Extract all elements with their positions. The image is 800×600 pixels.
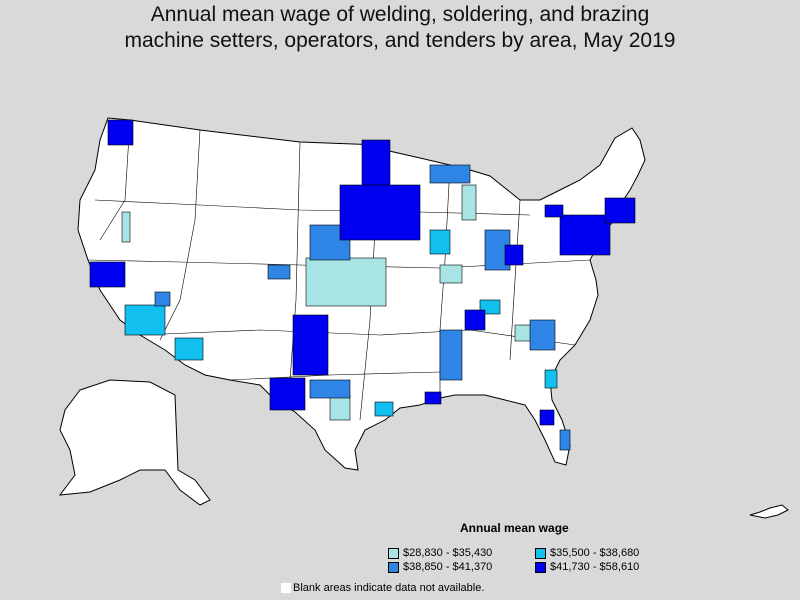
area-dark [339, 184, 421, 241]
legend-title: Annual mean wage [460, 521, 569, 535]
area-light [329, 394, 351, 421]
hawaii-shape [749, 504, 789, 519]
area-dark [504, 244, 524, 266]
legend-label: $38,850 - $41,370 [403, 561, 493, 573]
legend-label: $41,730 - $58,610 [550, 561, 640, 573]
legend-label: $28,830 - $35,430 [403, 547, 493, 559]
area-dark [107, 119, 134, 146]
legend-swatch [535, 561, 546, 573]
legend-swatch [388, 561, 399, 573]
legend-swatch [535, 547, 546, 559]
area-medium [429, 164, 471, 184]
legend-item-3: $38,850 - $41,370 [388, 561, 492, 573]
area-medium-light [429, 229, 451, 255]
area-light [439, 264, 463, 284]
area-medium-light [124, 304, 166, 336]
map-title: Annual mean wage of welding, soldering, … [0, 2, 800, 54]
area-dark [559, 214, 611, 256]
footnote-text: Blank areas indicate data not available. [293, 582, 485, 594]
area-dark [539, 409, 555, 426]
area-medium [529, 319, 556, 351]
blank-swatch [281, 583, 291, 593]
legend-item-1: $28,830 - $35,430 [388, 547, 492, 559]
area-medium-light [544, 369, 558, 389]
area-dark [464, 309, 486, 331]
area-light [121, 211, 131, 243]
area-dark [424, 391, 442, 405]
area-medium [267, 264, 291, 280]
legend-item-4: $41,730 - $58,610 [535, 561, 639, 573]
footnote: Blank areas indicate data not available. [281, 582, 484, 594]
area-light [461, 184, 477, 221]
area-medium [309, 224, 351, 261]
area-dark [292, 314, 329, 376]
area-medium-light [374, 401, 394, 417]
area-medium [559, 429, 571, 451]
area-medium-light [174, 337, 204, 361]
area-dark [89, 261, 126, 288]
area-medium [309, 379, 351, 399]
area-dark [544, 204, 564, 218]
area-dark [604, 197, 636, 224]
wage-areas [89, 119, 636, 451]
legend-label: $35,500 - $38,680 [550, 547, 640, 559]
legend-item-2: $35,500 - $38,680 [535, 547, 639, 559]
area-dark [361, 139, 391, 186]
area-medium [154, 291, 171, 307]
title-line-1: Annual mean wage of welding, soldering, … [150, 3, 650, 26]
area-light [305, 257, 387, 307]
area-dark [269, 377, 306, 411]
alaska-shape [58, 379, 211, 506]
area-medium [439, 329, 463, 381]
title-line-2: machine setters, operators, and tenders … [124, 29, 676, 52]
legend-swatch [388, 547, 399, 559]
